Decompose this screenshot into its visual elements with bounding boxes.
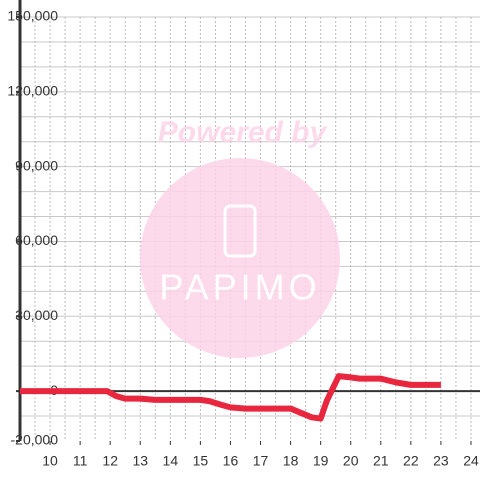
x-tick-label: 12 bbox=[102, 453, 118, 469]
x-tick-label: 22 bbox=[403, 453, 419, 469]
y-tick-label: 90,000 bbox=[15, 157, 58, 173]
x-tick-label: 14 bbox=[163, 453, 179, 469]
y-tick-label: 120,000 bbox=[7, 83, 58, 99]
x-tick-label: 17 bbox=[253, 453, 269, 469]
x-tick-label: 15 bbox=[193, 453, 209, 469]
watermark-icon bbox=[223, 204, 257, 258]
x-tick-label: 23 bbox=[433, 453, 449, 469]
x-tick-label: 20 bbox=[343, 453, 359, 469]
y-tick-label: 30,000 bbox=[15, 307, 58, 323]
x-tick-label: 19 bbox=[313, 453, 329, 469]
y-tick-label: 150,000 bbox=[7, 8, 58, 24]
x-tick-label: 21 bbox=[373, 453, 389, 469]
watermark-brand: PAPIMO bbox=[159, 267, 320, 308]
x-tick-label: 11 bbox=[73, 453, 88, 469]
watermark-circle bbox=[140, 158, 340, 358]
x-tick-label: 24 bbox=[463, 453, 479, 469]
watermark-title: Powered by bbox=[158, 116, 328, 149]
x-tick-label: 13 bbox=[132, 453, 148, 469]
x-tick-label: 18 bbox=[283, 453, 299, 469]
x-tick-label: 16 bbox=[223, 453, 239, 469]
watermark: Powered by PAPIMO bbox=[140, 116, 340, 358]
y-tick-label: -20,000 bbox=[11, 432, 59, 448]
y-tick-label: 60,000 bbox=[15, 232, 58, 248]
series-line bbox=[20, 373, 441, 422]
x-tick-label: 10 bbox=[42, 453, 58, 469]
